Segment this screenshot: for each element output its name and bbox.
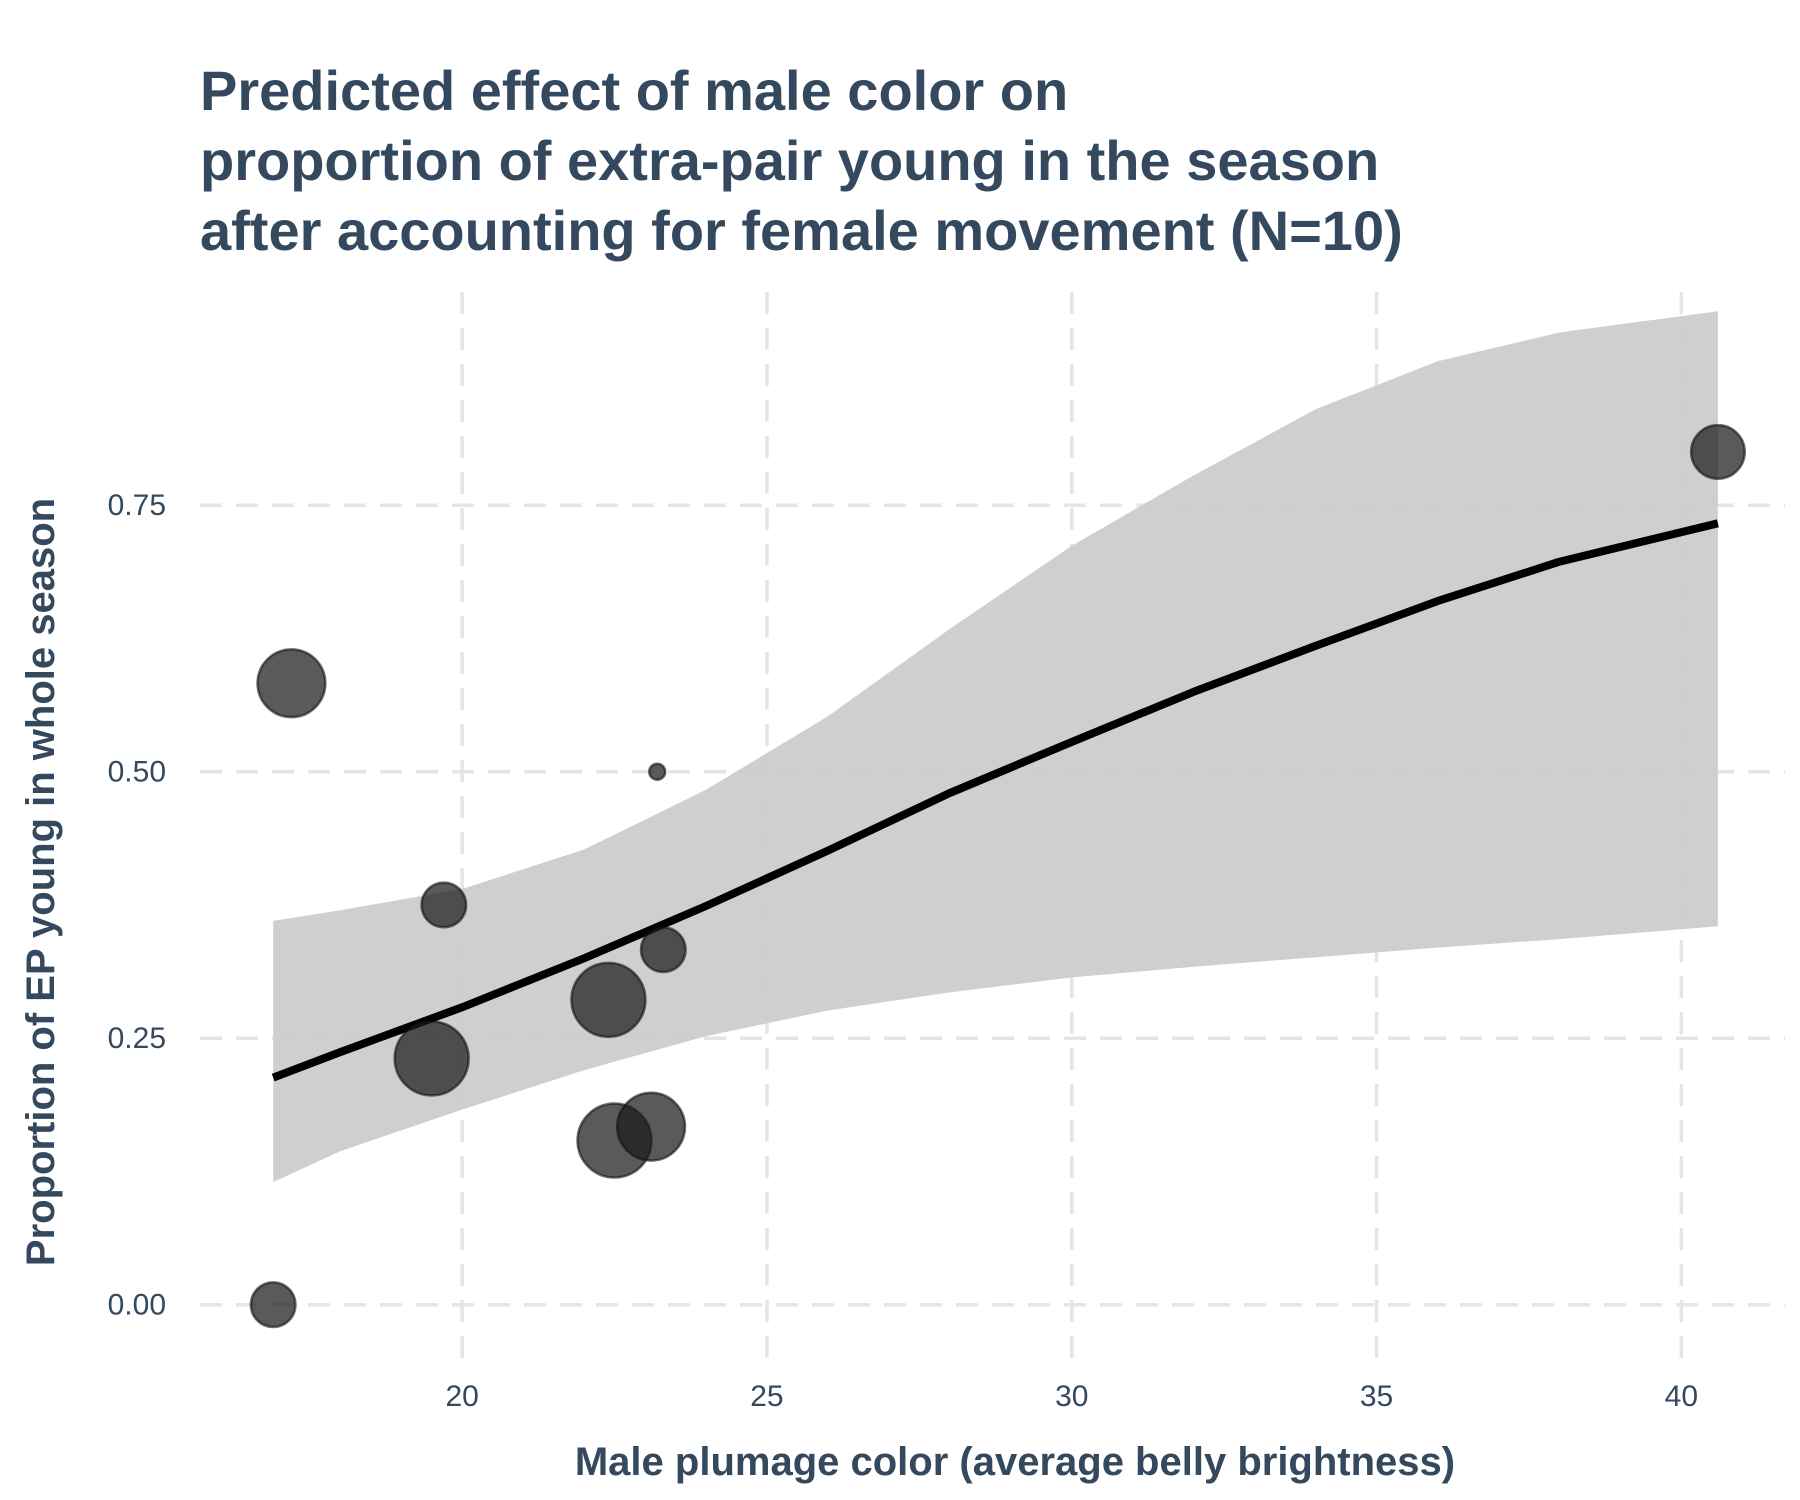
confidence-band-layer [273,311,1718,1183]
x-tick-label-2: 30 [1055,1380,1088,1413]
chart-title: Predicted effect of male color on propor… [200,59,1403,262]
chart-title-line-3: after accounting for female movement (N=… [200,199,1403,262]
y-tick-label-3: 0.75 [108,489,166,522]
data-point-3 [420,881,468,929]
data-point-2 [393,1020,470,1097]
data-point-4 [570,961,647,1039]
x-axis-title: Male plumage color (average belly bright… [575,1440,1455,1484]
chart-title-line-1: Predicted effect of male color on [200,59,1068,122]
x-tick-label-4: 40 [1665,1380,1698,1413]
data-point-7 [647,762,667,781]
data-point-9 [1689,423,1746,480]
y-tick-label-1: 0.25 [108,1022,166,1055]
x-tick-label-3: 35 [1360,1380,1393,1413]
data-point-1 [256,648,327,719]
data-point-6 [615,1091,687,1162]
x-axis-ticks: 20 25 30 35 40 [445,1380,1698,1413]
y-axis-ticks: 0.00 0.25 0.50 0.75 [108,489,166,1321]
fit-line [271,519,1719,1082]
x-tick-label-1: 25 [750,1380,783,1413]
fit-line-layer [271,519,1719,1082]
x-tick-label-0: 20 [445,1380,478,1413]
data-point-0 [249,1281,297,1329]
confidence-band [273,311,1718,1183]
data-points [249,423,1746,1329]
data-point-8 [639,926,687,974]
y-axis-title: Proportion of EP young in whole season [19,498,63,1266]
y-tick-label-0: 0.00 [108,1289,166,1322]
y-tick-label-2: 0.50 [108,756,166,789]
chart-title-line-2: proportion of extra-pair young in the se… [200,129,1379,192]
